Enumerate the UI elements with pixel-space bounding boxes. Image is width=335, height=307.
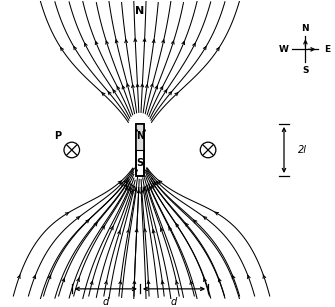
Text: N: N [302, 24, 309, 33]
Text: d: d [171, 297, 177, 307]
Text: d: d [103, 297, 109, 307]
Text: 2l: 2l [298, 145, 307, 155]
Text: W: W [278, 45, 288, 54]
Bar [136, 124, 144, 176]
Bar [136, 124, 144, 176]
Text: E: E [324, 45, 331, 54]
Bar [136, 124, 144, 150]
Text: S: S [302, 66, 309, 75]
Text: N: N [136, 131, 144, 142]
Text: P: P [54, 131, 61, 141]
Text: S: S [136, 158, 143, 169]
Text: N: N [135, 6, 144, 16]
